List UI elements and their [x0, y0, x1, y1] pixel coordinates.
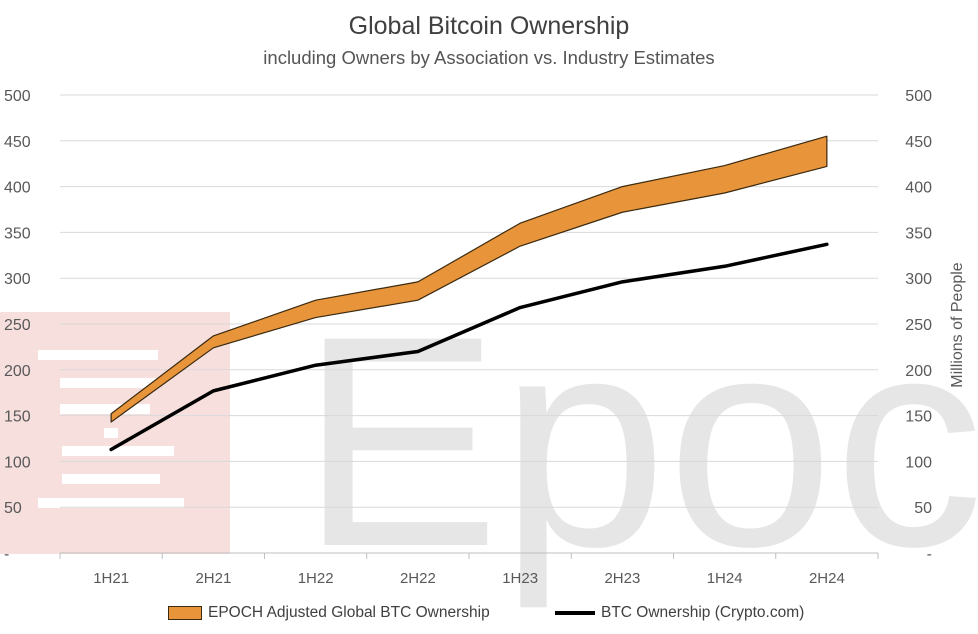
y-tick-label-right: 300: [905, 271, 932, 288]
y-tick-label-right: 500: [905, 88, 932, 105]
axis-layer: [59, 552, 879, 559]
y-axis-label-right: Millions of People: [949, 262, 966, 388]
legend-item-band: EPOCH Adjusted Global BTC Ownership: [168, 604, 490, 622]
x-tick-label: 2H21: [195, 570, 231, 587]
watermark-logo-bar: [60, 378, 160, 388]
band-area: [110, 135, 828, 423]
y-tick-label-left: 250: [4, 317, 31, 334]
y-tick-label-right: -: [927, 546, 932, 563]
x-tick-label: 1H22: [298, 570, 334, 587]
y-tick-label-right: 250: [905, 317, 932, 334]
y-tick-label-right: 350: [905, 225, 932, 242]
btc-ownership-point: [826, 243, 828, 245]
y-tick-label-left: -: [4, 546, 9, 563]
y-tick-label-left: 300: [4, 271, 31, 288]
chart-subtitle: including Owners by Association vs. Indu…: [263, 47, 715, 68]
btc-ownership-point: [724, 265, 726, 267]
x-tick-label: 1H23: [502, 570, 538, 587]
watermark-logo-bar: [104, 428, 118, 438]
watermark-logo-bar: [38, 350, 158, 360]
y-tick-label-left: 450: [4, 134, 31, 151]
x-tick-label: 1H21: [93, 570, 129, 587]
y-tick-label-left: 400: [4, 180, 31, 197]
y-tick-label-left: 500: [4, 88, 31, 105]
legend-swatch-band: [168, 606, 202, 620]
y-tick-label-right: 100: [905, 454, 932, 471]
btc-ownership-point: [212, 390, 214, 392]
watermark-logo-bar: [62, 446, 174, 456]
y-tick-label-left: 200: [4, 363, 31, 380]
legend-swatch-line: [555, 611, 595, 615]
y-tick-label-right: 50: [914, 500, 932, 517]
btc-ownership-point: [621, 281, 623, 283]
y-tick-label-left: 50: [4, 500, 22, 517]
btc-ownership-point: [417, 350, 419, 352]
btc-ownership-line: [109, 242, 829, 452]
x-tick-label: 2H23: [604, 570, 640, 587]
watermark-logo-bar: [60, 404, 150, 414]
y-tick-label-left: 150: [4, 409, 31, 426]
y-tick-label-right: 200: [905, 363, 932, 380]
label-layer: - - 50 50 100 100 150 150 200 200 250 250 300 300 350 3…: [4, 88, 966, 587]
y-tick-label-right: 450: [905, 134, 932, 151]
y-tick-label-left: 350: [4, 225, 31, 242]
watermark-layer: Epoch: [0, 273, 978, 611]
y-tick-label-right: 150: [905, 409, 932, 426]
legend-item-line: BTC Ownership (Crypto.com): [555, 604, 804, 622]
legend-label-band: EPOCH Adjusted Global BTC Ownership: [208, 604, 490, 621]
x-tick-label: 1H24: [707, 570, 743, 587]
legend-label-line: BTC Ownership (Crypto.com): [601, 604, 805, 621]
btc-ownership-point: [315, 364, 317, 366]
watermark-logo-bar: [38, 498, 184, 508]
x-tick-label: 2H24: [809, 570, 845, 587]
grid-layer: [60, 94, 878, 508]
y-tick-label-right: 400: [905, 180, 932, 197]
watermark-text: Epoch: [300, 273, 978, 611]
x-tick-label: 2H22: [400, 570, 436, 587]
watermark-logo-bar: [62, 474, 160, 484]
series-layer: [109, 135, 829, 452]
chart-title: Global Bitcoin Ownership: [348, 12, 630, 40]
chart-legend: EPOCH Adjusted Global BTC Ownership BTC …: [0, 604, 978, 626]
btc-ownership-point: [519, 307, 521, 309]
y-tick-label-left: 100: [4, 454, 31, 471]
btc-ownership-point: [110, 448, 112, 450]
